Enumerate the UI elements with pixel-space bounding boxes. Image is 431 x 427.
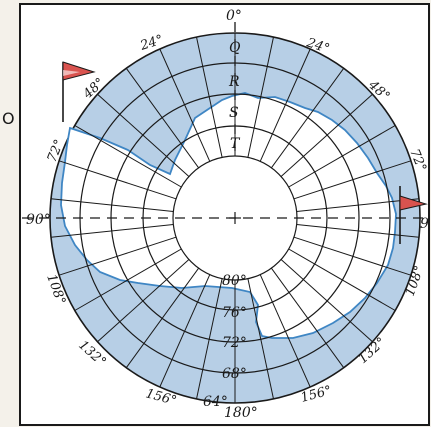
- meridian-line: [50, 198, 174, 212]
- lat-label-72: 72°: [222, 335, 247, 351]
- meridian-line: [196, 36, 223, 158]
- meridian-line: [74, 125, 182, 188]
- meridian-line: [293, 160, 412, 200]
- lat-label-76: 76°: [222, 305, 247, 321]
- lon-label-top-left: 24°: [138, 32, 166, 54]
- grid-row-q: Q: [229, 40, 241, 56]
- dashed-axes: [22, 22, 428, 219]
- lon-label-right: 9: [420, 216, 429, 232]
- lon-label-top-right: 24°: [304, 35, 332, 57]
- meridian-line: [293, 236, 412, 276]
- meridian-line: [125, 68, 200, 169]
- meridian-line: [58, 236, 177, 276]
- meridian-lines: [50, 33, 420, 403]
- meridian-line: [97, 93, 190, 177]
- antarctica-land: [60, 92, 397, 339]
- meridian-line: [74, 248, 182, 311]
- meridian-line: [288, 248, 396, 311]
- meridian-line: [50, 224, 174, 238]
- lat-label-64: 64°: [203, 394, 228, 410]
- lat-label-68: 68°: [222, 366, 247, 382]
- meridian-line: [58, 160, 177, 200]
- center-cross: [229, 212, 241, 224]
- meridian-line: [247, 278, 274, 400]
- meridian-line: [259, 274, 311, 388]
- lon-label-left: 90°: [26, 212, 51, 228]
- right-flag: [399, 186, 428, 244]
- grid-row-r: R: [228, 74, 240, 90]
- meridian-line: [296, 198, 420, 212]
- meridian-line: [159, 48, 211, 162]
- lat-label-80: 80°: [222, 273, 247, 289]
- lon-label-top: 0°: [226, 8, 242, 24]
- meridian-line: [196, 278, 223, 400]
- lon-label-bottom: 180°: [224, 405, 258, 421]
- meridian-line: [270, 267, 345, 368]
- meridian-line: [296, 224, 420, 238]
- grid-row-s: S: [229, 105, 239, 121]
- meridian-line: [247, 36, 274, 158]
- meridian-line: [280, 93, 373, 177]
- meridian-line: [159, 274, 211, 388]
- meridian-line: [125, 267, 200, 368]
- grid-row-t: T: [230, 136, 241, 152]
- meridian-line: [97, 259, 190, 343]
- side-mark: O: [2, 109, 15, 128]
- left-flag: [62, 61, 96, 122]
- meridian-line: [270, 68, 345, 169]
- meridian-line: [259, 48, 311, 162]
- meridian-line: [288, 125, 396, 188]
- meridian-line: [280, 259, 373, 343]
